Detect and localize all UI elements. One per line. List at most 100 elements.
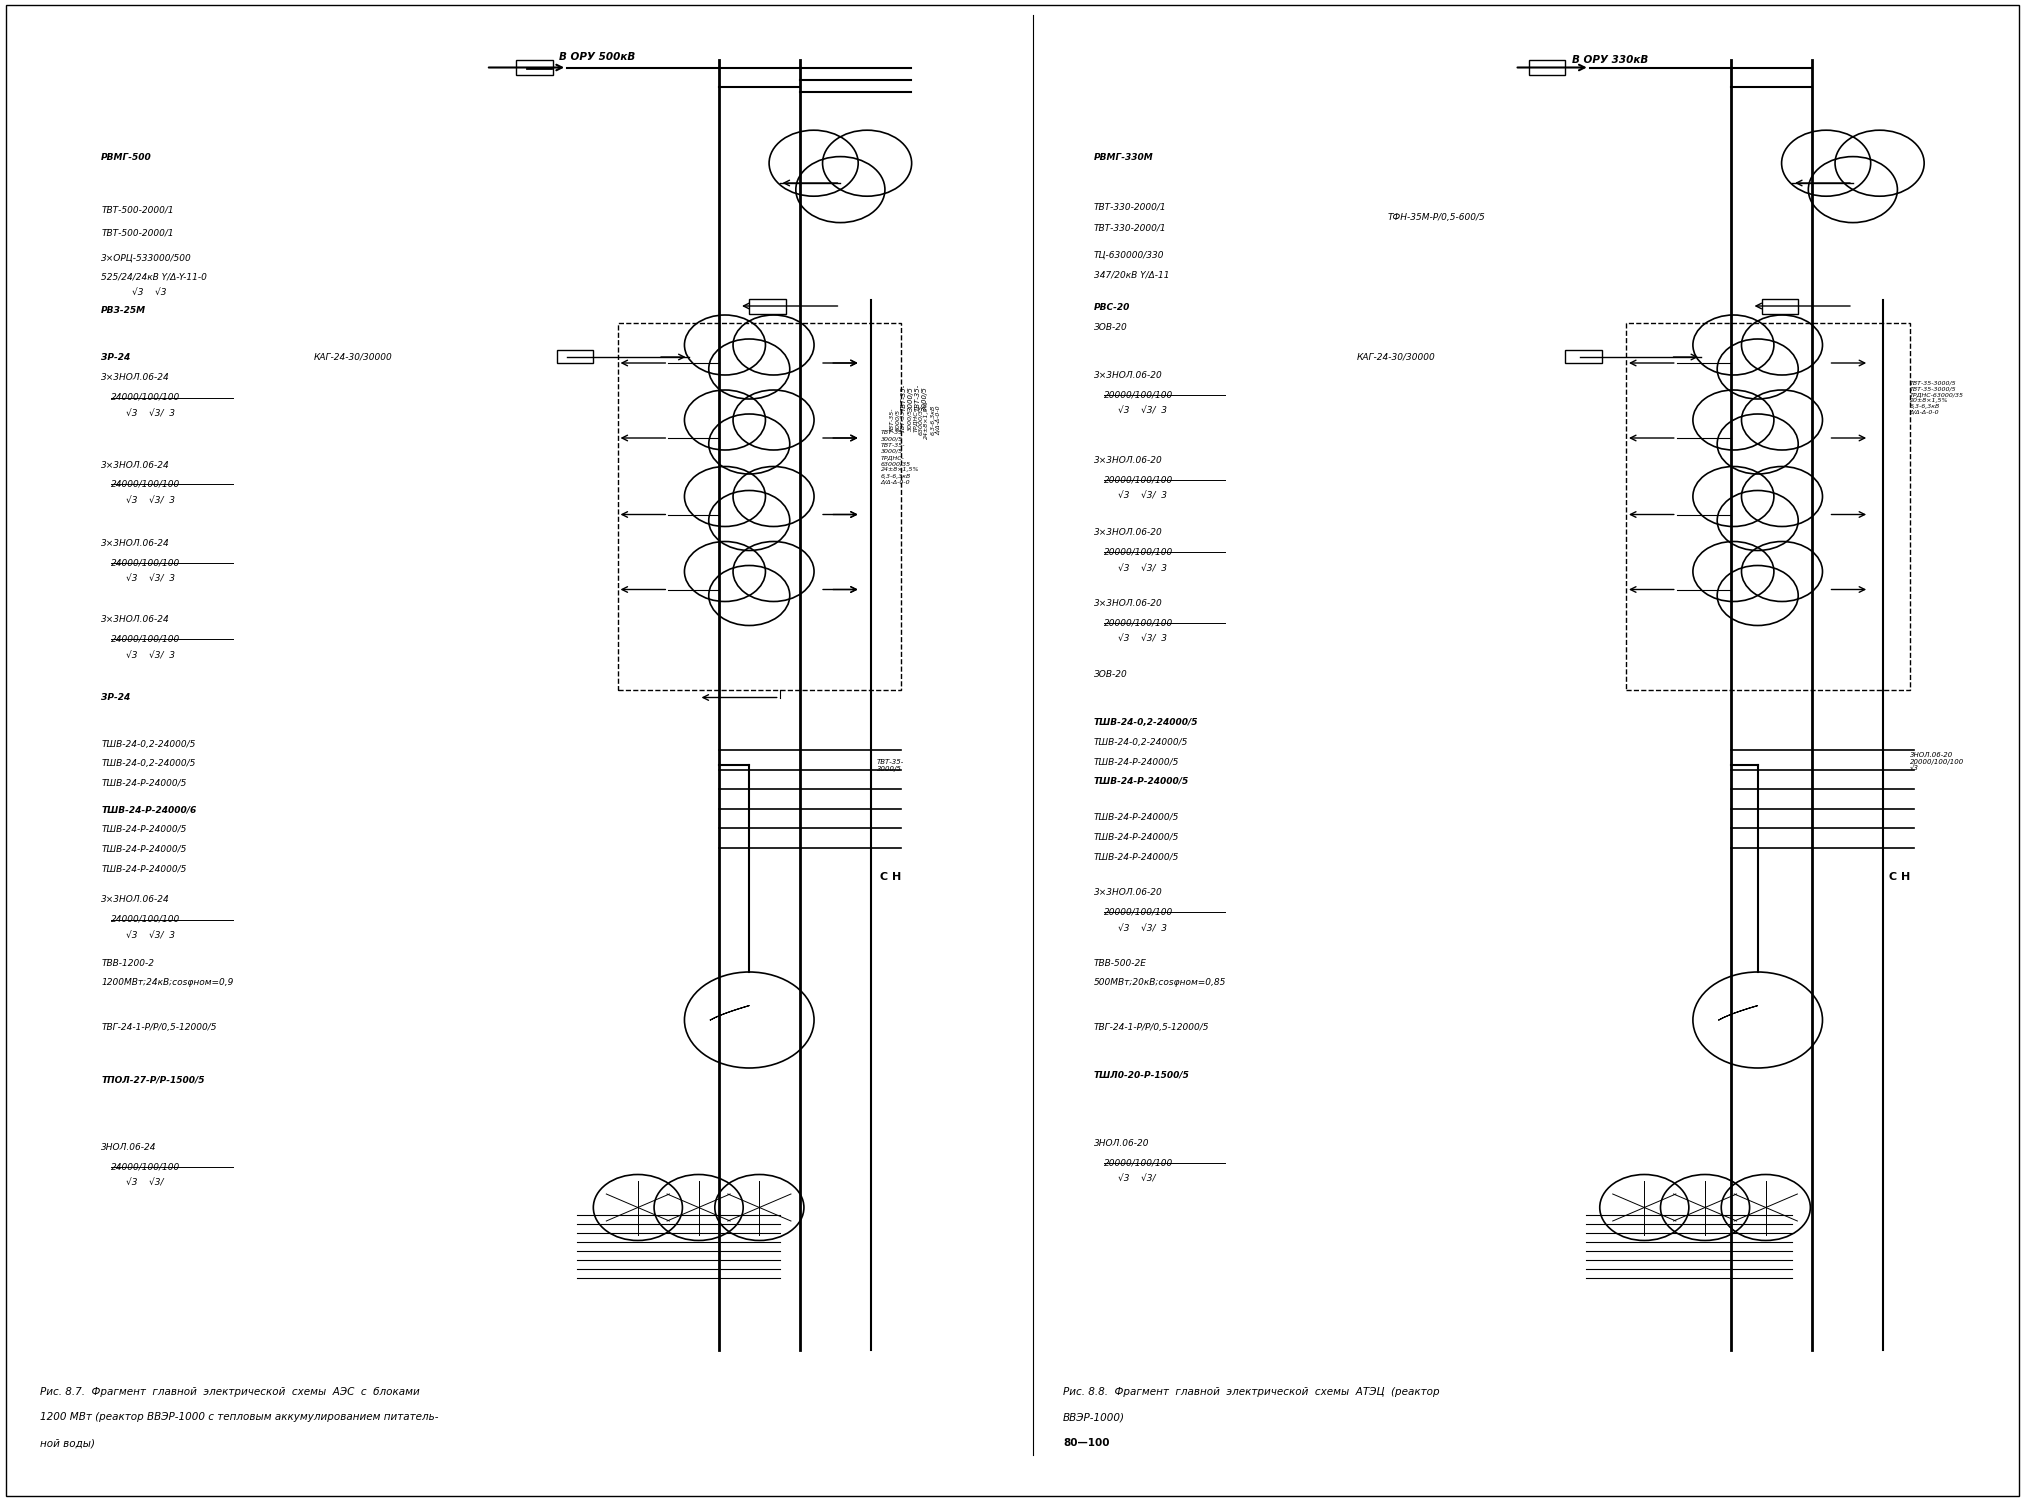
Text: ТВТ-330-2000/1: ТВТ-330-2000/1 [1094, 202, 1166, 211]
Bar [618, 322, 901, 690]
Text: 3×3НОЛ.06-20: 3×3НОЛ.06-20 [1094, 528, 1162, 537]
Text: √3    √3/  3: √3 √3/ 3 [1118, 634, 1166, 644]
Text: В ОРУ 500кВ: В ОРУ 500кВ [559, 53, 636, 62]
Text: 24000/100/100: 24000/100/100 [111, 634, 180, 644]
Text: 20000/100/100: 20000/100/100 [1104, 908, 1172, 916]
Text: КАГ-24-30/30000: КАГ-24-30/30000 [314, 352, 393, 362]
Text: 3НОЛ.06-20
20000/100/100
√3: 3НОЛ.06-20 20000/100/100 √3 [1910, 752, 1964, 772]
Text: ТВТ-500-2000/1: ТВТ-500-2000/1 [101, 228, 174, 237]
Text: 3×3НОЛ.06-24: 3×3НОЛ.06-24 [101, 374, 170, 382]
Text: ТЦ-630000/330: ТЦ-630000/330 [1094, 251, 1164, 260]
Text: Рис. 8.8.  Фрагмент  главной  электрической  схемы  АТЭЦ  (реактор: Рис. 8.8. Фрагмент главной электрической… [1063, 1388, 1440, 1396]
Text: ТФН-35М-Р/0,5-600/5: ТФН-35М-Р/0,5-600/5 [1387, 213, 1484, 222]
Text: 3×3НОЛ.06-24: 3×3НОЛ.06-24 [101, 615, 170, 624]
Text: ТВТ-35-
3000/5: ТВТ-35- 3000/5 [877, 759, 903, 771]
Text: √3    √3/  3: √3 √3/ 3 [126, 932, 174, 940]
Text: ТШВ-24-Р-24000/5: ТШВ-24-Р-24000/5 [101, 778, 186, 788]
Text: 1200 МВт (реактор ВВЭР-1000 с тепловым аккумулированием питатель-: 1200 МВт (реактор ВВЭР-1000 с тепловым а… [40, 1413, 439, 1422]
Text: ТВВ-1200-2: ТВВ-1200-2 [101, 958, 154, 968]
Text: 3×ОРЦ-533000/500: 3×ОРЦ-533000/500 [101, 254, 192, 262]
Text: 20000/100/100: 20000/100/100 [1104, 1158, 1172, 1167]
Text: 20000/100/100: 20000/100/100 [1104, 548, 1172, 556]
Bar [557, 350, 593, 363]
Text: ТШЛ0-20-Р-1500/5: ТШЛ0-20-Р-1500/5 [1094, 1071, 1189, 1080]
Text: ТВТ-35-
3000/5
ТВТ-35-
3000/5: ТВТ-35- 3000/5 ТВТ-35- 3000/5 [901, 384, 927, 411]
Text: ТВТ-35-3000/5
ТВТ-35-3000/5
ТРДНС-63000/35
20±8×1,5%
6,3-6,3кВ
Δ/Δ-Δ-0-0: ТВТ-35-3000/5 ТВТ-35-3000/5 ТРДНС-63000/… [1910, 381, 1964, 414]
Bar [1626, 322, 1910, 690]
Text: ТВТ-35-
3000/5
ТВТ-35-
3000/5
ТРДНС-
63000/35
24±8×1,5%
6,3-6,3кВ
Δ/Δ-Δ-0-0: ТВТ-35- 3000/5 ТВТ-35- 3000/5 ТРДНС- 630… [881, 430, 919, 484]
Text: С Н: С Н [1889, 873, 1910, 882]
Text: 525/24/24кВ Y/Δ-Y-11-0: 525/24/24кВ Y/Δ-Y-11-0 [101, 273, 207, 282]
Text: ЗР-24: ЗР-24 [101, 352, 130, 362]
Text: С Н: С Н [881, 873, 901, 882]
Text: 3НОЛ.06-24: 3НОЛ.06-24 [101, 1143, 156, 1152]
Text: ТШВ-24-0,2-24000/5: ТШВ-24-0,2-24000/5 [1094, 738, 1189, 747]
Text: РВС-20: РВС-20 [1094, 303, 1130, 312]
Bar [749, 298, 786, 314]
Text: 24000/100/100: 24000/100/100 [111, 915, 180, 924]
Text: 80—100: 80—100 [1063, 1438, 1110, 1448]
Text: 24000/100/100: 24000/100/100 [111, 558, 180, 567]
Text: ТВВ-500-2Е: ТВВ-500-2Е [1094, 958, 1146, 968]
Text: √3    √3/  3: √3 √3/ 3 [126, 410, 174, 419]
Text: √3    √3/: √3 √3/ [1118, 1174, 1156, 1184]
Text: 3×3НОЛ.06-20: 3×3НОЛ.06-20 [1094, 370, 1162, 380]
Text: 3×3НОЛ.06-20: 3×3НОЛ.06-20 [1094, 598, 1162, 608]
Text: √3    √3/  3: √3 √3/ 3 [126, 496, 174, 506]
Text: ТШВ-24-Р-24000/5: ТШВ-24-Р-24000/5 [101, 844, 186, 853]
Text: КАГ-24-30/30000: КАГ-24-30/30000 [1357, 352, 1436, 362]
Text: РВЗ-25М: РВЗ-25М [101, 306, 146, 315]
Text: ЗОВ-20: ЗОВ-20 [1094, 670, 1128, 680]
Text: √3    √3/  3: √3 √3/ 3 [126, 651, 174, 660]
Text: ЗОВ-20: ЗОВ-20 [1094, 322, 1128, 332]
Text: 24000/100/100: 24000/100/100 [111, 1162, 180, 1172]
Text: ТПОЛ-27-Р/Р-1500/5: ТПОЛ-27-Р/Р-1500/5 [101, 1076, 205, 1084]
Text: 20000/100/100: 20000/100/100 [1104, 618, 1172, 627]
Text: 3×3НОЛ.06-24: 3×3НОЛ.06-24 [101, 896, 170, 904]
Text: 24000/100/100: 24000/100/100 [111, 393, 180, 402]
Text: √3    √3/  3: √3 √3/ 3 [1118, 492, 1166, 501]
Text: ТВТ-330-2000/1: ТВТ-330-2000/1 [1094, 224, 1166, 232]
Text: 3×3НОЛ.06-20: 3×3НОЛ.06-20 [1094, 888, 1162, 897]
Text: РВМГ-500: РВМГ-500 [101, 153, 152, 162]
Text: 500МВт;20кВ;cosφном=0,85: 500МВт;20кВ;cosφном=0,85 [1094, 978, 1225, 987]
Text: РВМГ-330М: РВМГ-330М [1094, 153, 1154, 162]
Text: √3    √3/  3: √3 √3/ 3 [1118, 924, 1166, 933]
Text: ВВЭР-1000): ВВЭР-1000) [1063, 1413, 1126, 1422]
Text: ТШВ-24-Р-24000/5: ТШВ-24-Р-24000/5 [1094, 833, 1179, 842]
Text: ТВТ-35-
3000/5
ТВТ-35-
3000/5
ТРДНС-
63000/35
24±8×1,5%
6,3-6,3кВ
Δ/Δ-Δ-0-0: ТВТ-35- 3000/5 ТВТ-35- 3000/5 ТРДНС- 630… [889, 400, 942, 439]
Text: ТШВ-24-Р-24000/5: ТШВ-24-Р-24000/5 [101, 825, 186, 834]
Text: ТВГ-24-1-Р/Р/0,5-12000/5: ТВГ-24-1-Р/Р/0,5-12000/5 [1094, 1023, 1209, 1032]
Text: ТШВ-24-0,2-24000/5: ТШВ-24-0,2-24000/5 [1094, 718, 1199, 728]
Text: ТШВ-24-Р-24000/6: ТШВ-24-Р-24000/6 [101, 806, 196, 814]
Text: ТШВ-24-Р-24000/5: ТШВ-24-Р-24000/5 [1094, 777, 1189, 786]
Text: 3НОЛ.06-20: 3НОЛ.06-20 [1094, 1138, 1148, 1148]
Text: 1200МВт;24кВ;cosφном=0,9: 1200МВт;24кВ;cosφном=0,9 [101, 978, 233, 987]
Text: ТШВ-24-Р-24000/5: ТШВ-24-Р-24000/5 [1094, 758, 1179, 766]
Text: 20000/100/100: 20000/100/100 [1104, 476, 1172, 484]
Text: √3    √3/: √3 √3/ [126, 1179, 164, 1188]
Text: √3    √3/  3: √3 √3/ 3 [1118, 564, 1166, 573]
Text: 3×3НОЛ.06-20: 3×3НОЛ.06-20 [1094, 456, 1162, 465]
Text: √3    √3/  3: √3 √3/ 3 [126, 574, 174, 584]
Text: ТВТ-500-2000/1: ТВТ-500-2000/1 [101, 206, 174, 214]
Text: √3    √3: √3 √3 [132, 288, 166, 297]
Text: ТШВ-24-0,2-24000/5: ТШВ-24-0,2-24000/5 [101, 740, 196, 748]
Text: ной воды): ной воды) [40, 1438, 95, 1448]
Text: 347/20кВ Y/Δ-11: 347/20кВ Y/Δ-11 [1094, 270, 1168, 279]
Text: √3    √3/  3: √3 √3/ 3 [1118, 406, 1166, 416]
Text: ТШВ-24-Р-24000/5: ТШВ-24-Р-24000/5 [1094, 813, 1179, 822]
Text: 3×3НОЛ.06-24: 3×3НОЛ.06-24 [101, 460, 170, 470]
Bar [1529, 60, 1565, 75]
Text: 3×3НОЛ.06-24: 3×3НОЛ.06-24 [101, 538, 170, 548]
Bar [1762, 298, 1798, 314]
Text: ТШВ-24-Р-24000/5: ТШВ-24-Р-24000/5 [101, 864, 186, 873]
Bar [516, 60, 553, 75]
Text: 24000/100/100: 24000/100/100 [111, 480, 180, 489]
Text: ТШВ-24-0,2-24000/5: ТШВ-24-0,2-24000/5 [101, 759, 196, 768]
Text: В ОРУ 330кВ: В ОРУ 330кВ [1571, 56, 1648, 64]
Text: Рис. 8.7.  Фрагмент  главной  электрической  схемы  АЭС  с  блоками: Рис. 8.7. Фрагмент главной электрической… [40, 1388, 421, 1396]
Text: ТВГ-24-1-Р/Р/0,5-12000/5: ТВГ-24-1-Р/Р/0,5-12000/5 [101, 1023, 217, 1032]
Bar [1565, 350, 1602, 363]
Text: ТШВ-24-Р-24000/5: ТШВ-24-Р-24000/5 [1094, 852, 1179, 861]
